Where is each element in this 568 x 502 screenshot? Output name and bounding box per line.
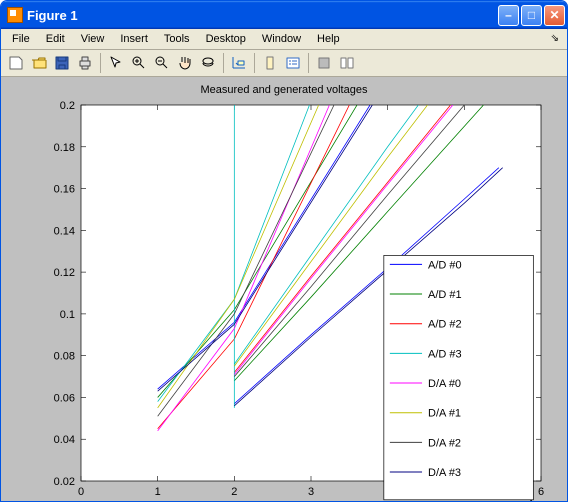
legend-label: A/D #2	[428, 319, 462, 331]
ytick-label: 0.02	[54, 476, 75, 488]
menu-tools[interactable]: Tools	[157, 31, 197, 47]
legend-label: A/D #0	[428, 259, 462, 271]
minimize-button[interactable]: –	[498, 5, 519, 26]
pan-icon[interactable]	[174, 52, 196, 74]
menu-help[interactable]: Help	[310, 31, 347, 47]
showplot-icon[interactable]	[336, 52, 358, 74]
new-icon[interactable]	[5, 52, 27, 74]
print-icon[interactable]	[74, 52, 96, 74]
titlebar[interactable]: Figure 1 – □ ✕	[1, 1, 567, 29]
toolbar-separator	[254, 53, 255, 73]
window-title: Figure 1	[27, 8, 496, 23]
legend-label: D/A #1	[428, 408, 461, 420]
matlab-figure-icon	[7, 7, 23, 23]
menubar-chevron-icon[interactable]: ⇘	[547, 31, 563, 47]
ytick-label: 0.1	[60, 309, 75, 321]
open-icon[interactable]	[28, 52, 50, 74]
legend-label: A/D #1	[428, 289, 462, 301]
close-button[interactable]: ✕	[544, 5, 565, 26]
legend-label: D/A #2	[428, 437, 461, 449]
xtick-label: 2	[231, 486, 237, 498]
legend-label: D/A #3	[428, 467, 461, 479]
datacursor-icon[interactable]	[228, 52, 250, 74]
pointer-icon[interactable]	[105, 52, 127, 74]
ytick-label: 0.06	[54, 392, 75, 404]
ytick-label: 0.08	[54, 351, 75, 363]
xtick-label: 0	[78, 486, 84, 498]
xtick-label: 3	[308, 486, 314, 498]
zoom-out-icon[interactable]	[151, 52, 173, 74]
ytick-label: 0.18	[54, 142, 75, 154]
rotate3d-icon[interactable]	[197, 52, 219, 74]
ytick-label: 0.16	[54, 184, 75, 196]
menu-insert[interactable]: Insert	[113, 31, 155, 47]
save-icon[interactable]	[51, 52, 73, 74]
legend-label: D/A #0	[428, 378, 461, 390]
ytick-label: 0.12	[54, 267, 75, 279]
legend-label: A/D #3	[428, 348, 462, 360]
legend-icon[interactable]	[282, 52, 304, 74]
toolbar-separator	[308, 53, 309, 73]
figure-canvas: Measured and generated voltages 01234560…	[1, 77, 567, 501]
toolbar	[1, 50, 567, 77]
menu-file[interactable]: File	[5, 31, 37, 47]
ytick-label: 0.04	[54, 434, 75, 446]
menu-view[interactable]: View	[74, 31, 112, 47]
axes[interactable]: 01234560.020.040.060.080.10.120.140.160.…	[9, 85, 559, 502]
maximize-button[interactable]: □	[521, 5, 542, 26]
zoom-in-icon[interactable]	[128, 52, 150, 74]
colorbar-icon[interactable]	[259, 52, 281, 74]
menubar: FileEditViewInsertToolsDesktopWindowHelp…	[1, 29, 567, 50]
menu-edit[interactable]: Edit	[39, 31, 72, 47]
ytick-label: 0.14	[54, 225, 75, 237]
menu-window[interactable]: Window	[255, 31, 308, 47]
menu-desktop[interactable]: Desktop	[199, 31, 253, 47]
xtick-label: 1	[155, 486, 161, 498]
toolbar-separator	[100, 53, 101, 73]
ytick-label: 0.2	[60, 100, 75, 112]
hideplot-icon[interactable]	[313, 52, 335, 74]
toolbar-separator	[223, 53, 224, 73]
figure-window: Figure 1 – □ ✕ FileEditViewInsertToolsDe…	[0, 0, 568, 502]
xtick-label: 6	[538, 486, 544, 498]
